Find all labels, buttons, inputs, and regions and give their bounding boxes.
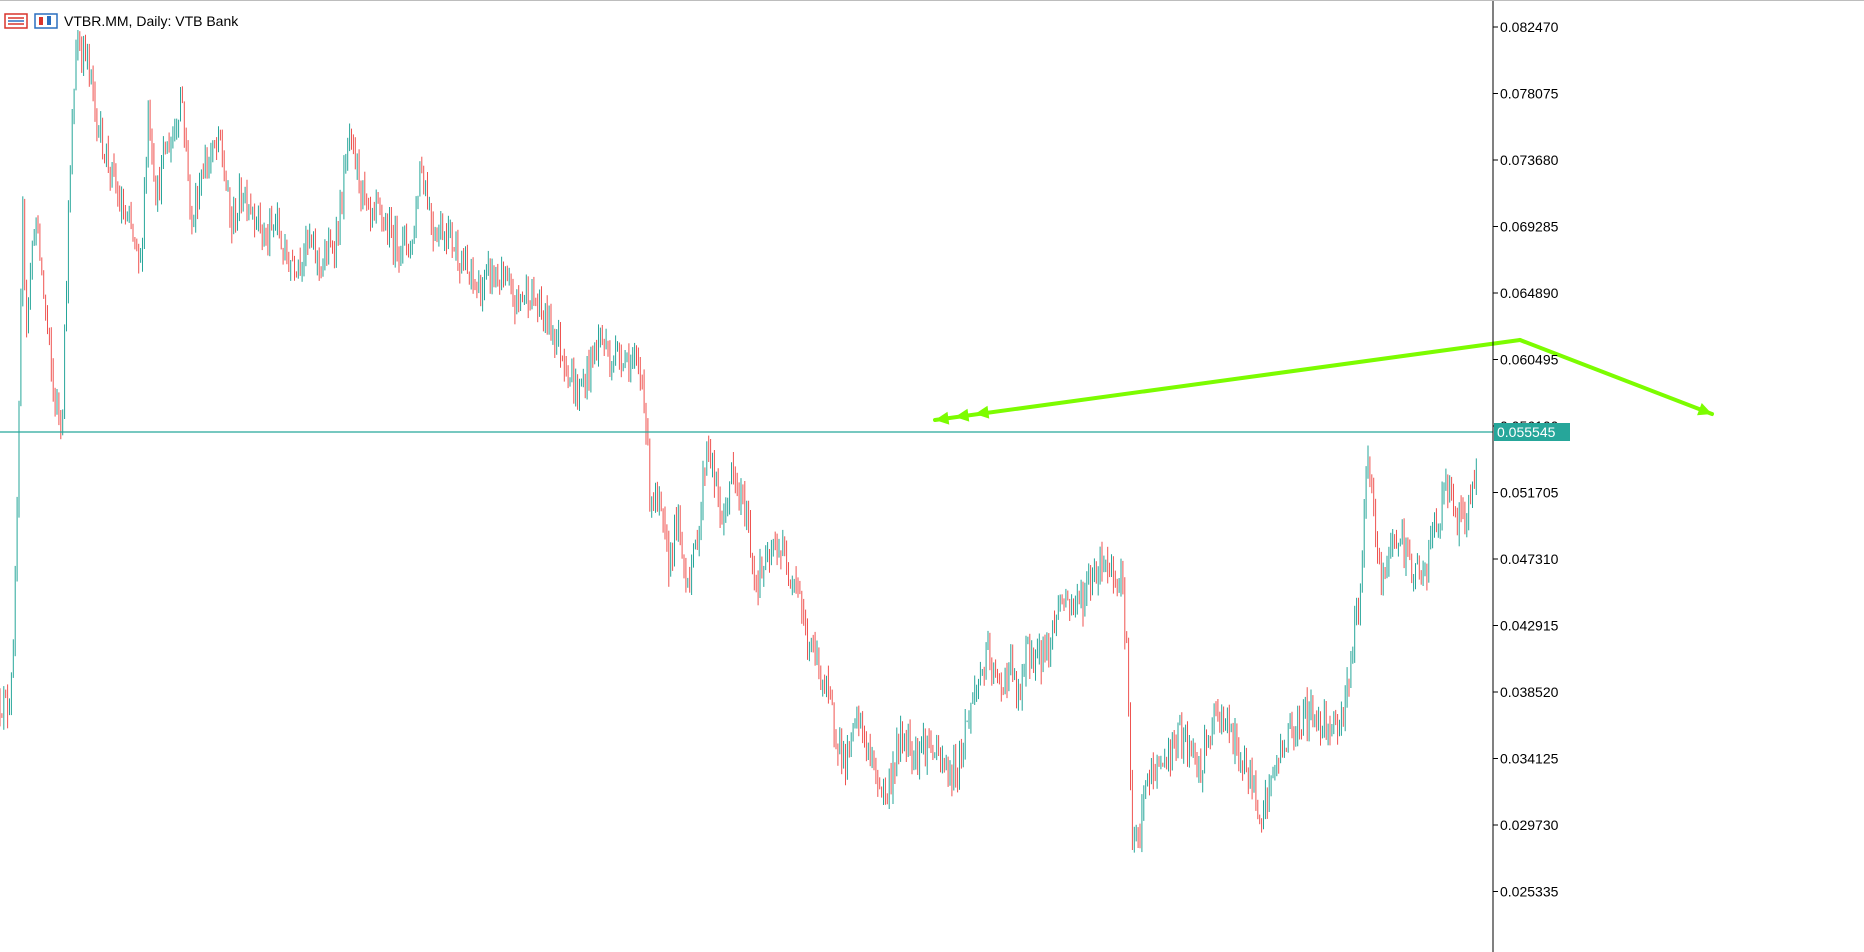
chart-type-icon[interactable] — [34, 13, 58, 29]
arrow-left-head-2 — [955, 408, 970, 422]
x-tick-label-8: 22 Oct 2018 — [838, 950, 914, 952]
x-tick-label-13: 11 May 2021 — [1384, 950, 1464, 952]
x-tick-label-9: 25 Apr 2019 — [948, 950, 1024, 952]
price-tag-label: 0.055545 — [1497, 424, 1556, 440]
y-tick-label-5: 0.060495 — [1500, 352, 1559, 368]
chart-list-icon[interactable] — [4, 13, 28, 29]
y-tick-label-11: 0.034125 — [1500, 751, 1559, 767]
y-axis-ticks: 0.082470 0.078075 0.073680 0.069285 0.064890… — [1493, 19, 1559, 900]
x-tick-label-7: 24 Apr 2018 — [729, 950, 805, 952]
y-tick-label-12: 0.029730 — [1500, 817, 1559, 833]
chart-title: VTBR.MM, Daily: VTB Bank — [64, 13, 239, 29]
arrow-left-shaft — [933, 338, 1522, 422]
x-tick-label-3: 12 Apr 2016 — [291, 950, 367, 952]
x-tick-label-6: 18 Oct 2017 — [619, 950, 695, 952]
price-tag-box — [1494, 423, 1570, 441]
y-tick-label-7: 0.051705 — [1500, 485, 1559, 501]
arrow-right-head — [1697, 403, 1712, 416]
y-tick-label-1: 0.078075 — [1500, 86, 1559, 102]
y-tick-label-9: 0.042915 — [1500, 618, 1559, 634]
x-tick-label-10: 25 Oct 2019 — [1057, 950, 1133, 952]
x-tick-label-2: 7 Oct 2015 — [185, 950, 254, 952]
arrow-left-head-1 — [935, 411, 950, 425]
x-tick-label-4: 13 Oct 2016 — [400, 950, 476, 952]
x-tick-label-12: 5 Nov 2020 — [1278, 950, 1350, 952]
y-tick-label-10: 0.038520 — [1500, 684, 1559, 700]
x-axis-ticks: 29 Sep 20146 Apr 2015 7 Oct 2015 12 Apr 20… — [0, 950, 1464, 952]
annotation-arrows — [933, 338, 1714, 425]
x-tick-label-11: 4 May 2020 — [1168, 950, 1241, 952]
arrow-left-head-3 — [975, 405, 990, 419]
y-tick-label-2: 0.073680 — [1500, 152, 1559, 168]
y-tick-label-13: 0.025335 — [1500, 884, 1559, 900]
candles-layer — [0, 30, 1477, 853]
y-tick-label-8: 0.047310 — [1500, 551, 1559, 567]
x-tick-label-1: 6 Apr 2015 — [76, 950, 144, 952]
chart-header: VTBR.MM, Daily: VTB Bank — [4, 12, 238, 30]
y-tick-label-4: 0.064890 — [1500, 285, 1559, 301]
x-tick-label-5: 17 Apr 2017 — [510, 950, 586, 952]
y-tick-label-3: 0.069285 — [1500, 219, 1559, 235]
arrow-right-shaft — [1518, 338, 1714, 416]
current-price-tag: 0.055545 — [1494, 423, 1570, 441]
y-tick-label-0: 0.082470 — [1500, 19, 1559, 35]
x-tick-label-0: 29 Sep 2014 — [0, 950, 80, 952]
